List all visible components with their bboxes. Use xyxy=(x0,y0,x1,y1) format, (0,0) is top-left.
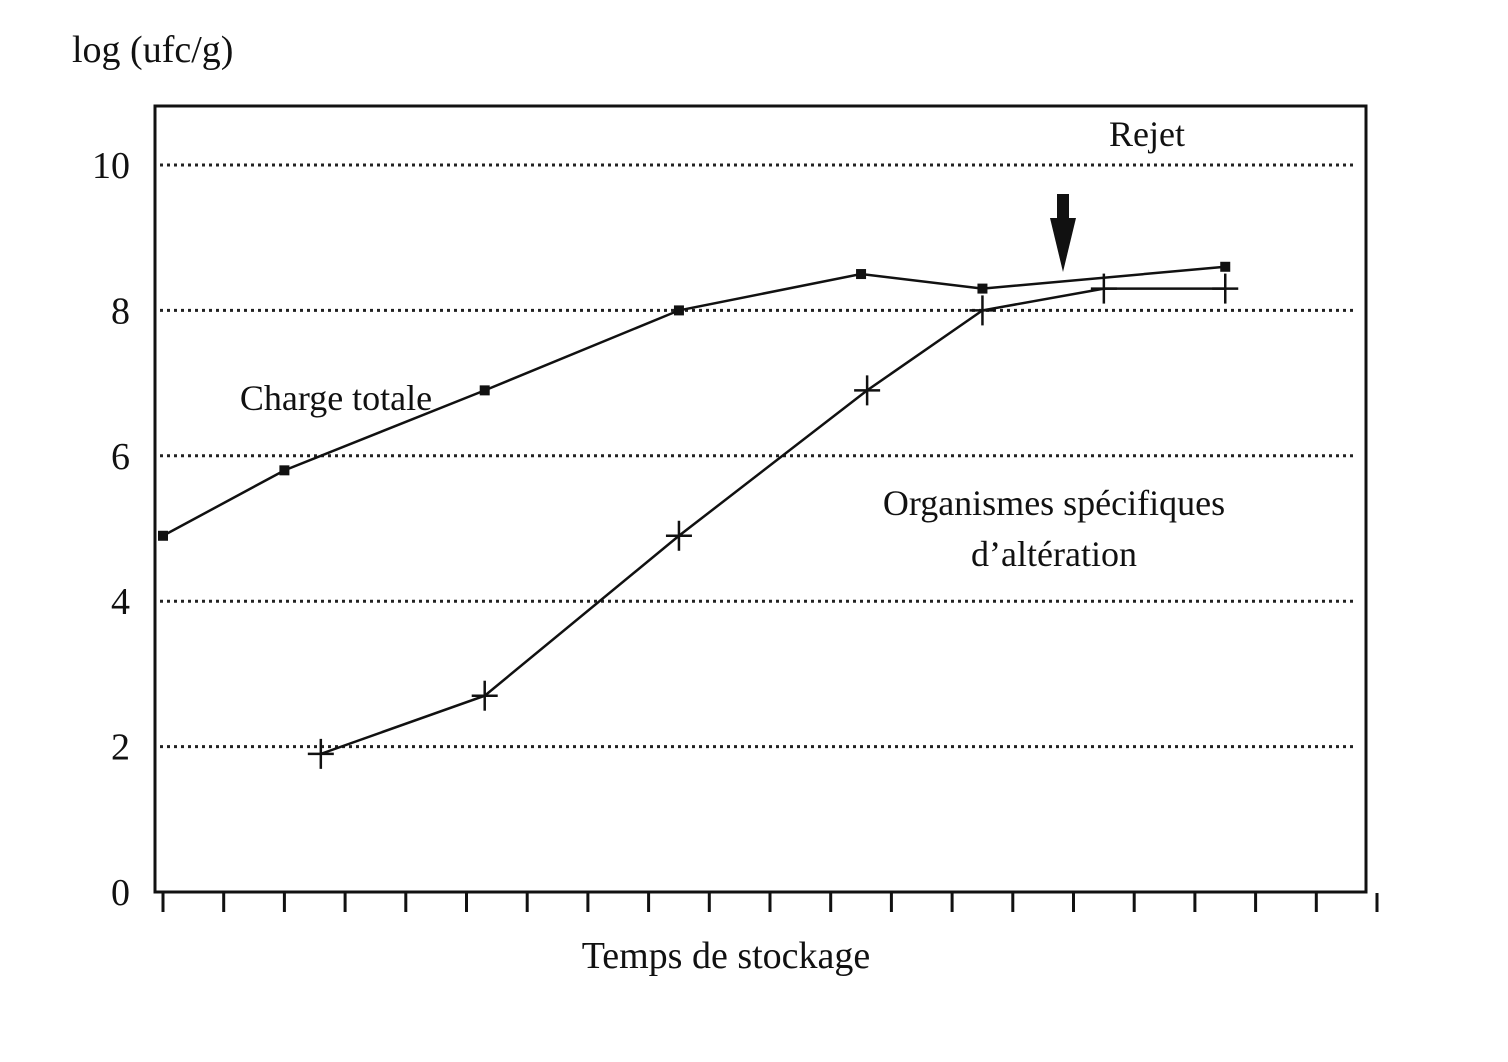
data-point-s1-3 xyxy=(673,305,684,316)
y-tick-label-0: 0 xyxy=(111,872,130,914)
series-layer xyxy=(158,261,1239,769)
y-tick-label-2: 2 xyxy=(111,727,130,769)
data-point-s2-5 xyxy=(1090,273,1117,304)
y-tick-label-4: 4 xyxy=(111,581,130,623)
y-axis-tick-labels: 0 2 4 6 8 10 xyxy=(92,145,130,914)
y-tick-label-8: 8 xyxy=(111,290,130,332)
series-label-organismes-line2: d’altération xyxy=(971,534,1137,574)
spoilage-arrow-icon xyxy=(1050,194,1076,272)
series-2 xyxy=(307,273,1239,769)
data-point-s1-1 xyxy=(279,465,290,476)
series-label-organismes-line1: Organismes spécifiques xyxy=(883,483,1225,523)
y-tick-label-10: 10 xyxy=(92,145,130,187)
series-1 xyxy=(158,261,1231,541)
data-point-s2-0 xyxy=(307,738,334,769)
data-point-s1-6 xyxy=(1220,261,1231,272)
data-point-s1-2 xyxy=(479,385,490,396)
x-axis-label: Temps de stockage xyxy=(582,935,871,977)
data-point-s1-4 xyxy=(856,269,867,280)
data-point-s2-2 xyxy=(665,520,692,551)
data-point-s2-3 xyxy=(854,375,881,406)
data-point-s1-0 xyxy=(158,530,168,541)
series-label-charge-totale: Charge totale xyxy=(240,378,432,418)
x-axis-ticks xyxy=(161,893,1379,912)
data-point-s1-5 xyxy=(977,283,988,294)
data-point-s2-1 xyxy=(471,680,498,711)
data-point-s2-4 xyxy=(969,295,996,326)
threshold-label: Rejet xyxy=(1109,114,1185,154)
plot-frame xyxy=(153,104,1368,894)
grid-lines xyxy=(160,163,1356,749)
y-tick-label-6: 6 xyxy=(111,436,130,478)
data-point-s2-6 xyxy=(1212,273,1239,304)
y-axis-label: log (ufc/g) xyxy=(72,29,233,71)
